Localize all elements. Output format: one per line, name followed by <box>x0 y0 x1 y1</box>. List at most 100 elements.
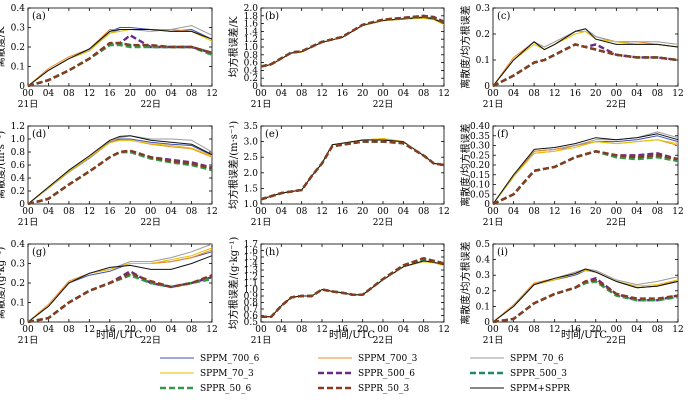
x-tick-label: 08 <box>63 89 75 99</box>
x-tick-label: 12 <box>549 325 560 335</box>
x-tick-label: 00 <box>255 207 267 217</box>
y-tick-label: 0.1 <box>11 63 25 73</box>
x-tick-label: 00 <box>22 89 34 99</box>
x-tick-label: 20 <box>124 89 136 99</box>
x-tick-label: 08 <box>652 207 664 217</box>
x-day-label: 21日 <box>18 335 38 346</box>
y-tick-label: 0.40 <box>470 122 490 132</box>
x-tick-label: 12 <box>84 89 95 99</box>
series-line-sppm-70-3 <box>261 139 444 200</box>
x-tick-label: 00 <box>377 207 389 217</box>
x-tick-label: 08 <box>186 207 198 217</box>
y-tick-label: 1.0 <box>11 135 26 145</box>
series-line-sppm-70-6 <box>493 29 678 86</box>
x-day-label: 22日 <box>373 335 393 346</box>
y-tick-label: 3.0 <box>244 138 259 148</box>
series-line-sppm-70-6 <box>261 140 444 199</box>
y-tick-label: 0.2 <box>11 187 25 197</box>
panel-label: (b) <box>265 11 279 22</box>
y-tick-label: 0.20 <box>470 161 490 171</box>
x-tick-label: 00 <box>22 325 34 335</box>
y-axis-label: 均方根误差/(g·kg⁻¹) <box>227 237 240 330</box>
y-axis-label: 均方根误差/(m·s⁻¹) <box>227 121 240 209</box>
x-tick-label: 16 <box>104 207 116 217</box>
x-tick-label: 16 <box>569 89 581 99</box>
y-tick-label: 0.4 <box>11 240 26 250</box>
x-tick-label: 04 <box>43 89 55 99</box>
x-tick-label: 00 <box>255 325 267 335</box>
y-tick-label: 0.30 <box>470 142 490 152</box>
x-day-label: 22日 <box>140 99 160 110</box>
x-axis-label-col1: 时间/UTC <box>96 328 142 341</box>
x-tick-label: 12 <box>438 207 449 217</box>
y-tick-label: 0.2 <box>476 30 490 40</box>
panel-label: (h) <box>265 247 279 258</box>
series-line-sppm-700-6 <box>493 136 678 204</box>
legend-item: SPPM_70_6 <box>470 354 564 364</box>
series-line-sppm-700-6 <box>261 261 444 317</box>
x-axis-label-col3: 时间/UTC <box>561 328 607 341</box>
x-day-label: 22日 <box>140 217 160 228</box>
x-tick-label: 12 <box>438 89 449 99</box>
x-tick-label: 12 <box>206 325 217 335</box>
panel-e: 1.01.52.02.53.03.500 04 08 12 16 20 00 04 08 1221… <box>227 121 450 228</box>
x-tick-label: 04 <box>398 89 410 99</box>
x-day-label: 22日 <box>373 99 393 110</box>
y-tick-label: 0.2 <box>11 279 25 289</box>
series-line-sppr-500-3 <box>493 151 678 204</box>
x-tick-label: 08 <box>296 89 308 99</box>
x-tick-label: 08 <box>528 89 540 99</box>
x-tick-label: 04 <box>398 207 410 217</box>
y-axis-label: 离散度/(g·kg⁻¹) <box>0 247 7 320</box>
x-tick-label: 16 <box>337 89 349 99</box>
x-tick-label: 08 <box>418 325 430 335</box>
legend-item: SPPM+SPPR <box>470 384 570 394</box>
series-line-sppr-50-6 <box>28 45 212 86</box>
panel-d: 0 0.2 0.4 0.6 0.8 1.0 1.2 00 04 08 12 16 20 00 04 08 12 2… <box>0 122 218 228</box>
legend-label: SPPR_50_6 <box>200 384 252 394</box>
x-day-label: 21日 <box>18 217 38 228</box>
x-day-label: 21日 <box>251 217 271 228</box>
x-day-label: 22日 <box>606 217 626 228</box>
y-tick-label: 0.8 <box>11 148 26 158</box>
legend-label: SPPM+SPPR <box>510 384 570 394</box>
x-tick-label: 12 <box>316 89 327 99</box>
x-day-label: 22日 <box>140 335 160 346</box>
x-tick-label: 00 <box>145 325 157 335</box>
series-line-sppr-500-6 <box>493 151 678 204</box>
y-tick-label: 0.05 <box>470 190 490 200</box>
y-tick-label: 0.10 <box>470 181 490 191</box>
y-tick-label: 0.3 <box>11 24 26 34</box>
x-tick-label: 00 <box>611 89 623 99</box>
panel-b: 00.20.40.60.81.01.21.41.61.82.000 04 08 12 1… <box>227 4 450 110</box>
series-line-sppr-50-6 <box>261 259 444 317</box>
series-line-sppm-sppr <box>493 29 678 86</box>
plot-frame <box>261 244 444 322</box>
panel-label: (i) <box>497 247 508 258</box>
series-line-sppr-500-3 <box>261 16 444 66</box>
series-line-sppr-50-3 <box>261 142 444 200</box>
x-tick-label: 12 <box>549 207 560 217</box>
y-tick-label: 0.3 <box>476 271 491 281</box>
x-day-label: 21日 <box>251 335 271 346</box>
x-tick-label: 12 <box>316 207 327 217</box>
series-line-sppr-50-6 <box>493 151 678 204</box>
x-day-label: 22日 <box>606 335 626 346</box>
x-tick-label: 08 <box>296 207 308 217</box>
y-tick-label: 0.6 <box>11 161 26 171</box>
x-tick-label: 12 <box>672 325 683 335</box>
x-day-label: 22日 <box>373 217 393 228</box>
series-line-sppr-500-3 <box>493 44 678 86</box>
series-line-sppm-700-3 <box>493 140 678 204</box>
legend-label: SPPM_700_3 <box>358 354 418 364</box>
x-tick-label: 00 <box>487 89 499 99</box>
x-tick-label: 04 <box>276 89 288 99</box>
x-day-label: 22日 <box>606 99 626 110</box>
y-tick-label: 0.4 <box>11 174 26 184</box>
y-tick-label: 3.5 <box>244 122 259 132</box>
y-tick-label: 0.3 <box>476 4 491 14</box>
x-tick-label: 00 <box>145 207 157 217</box>
panel-label: (a) <box>32 11 46 22</box>
series-line-sppr-50-3 <box>493 44 678 86</box>
